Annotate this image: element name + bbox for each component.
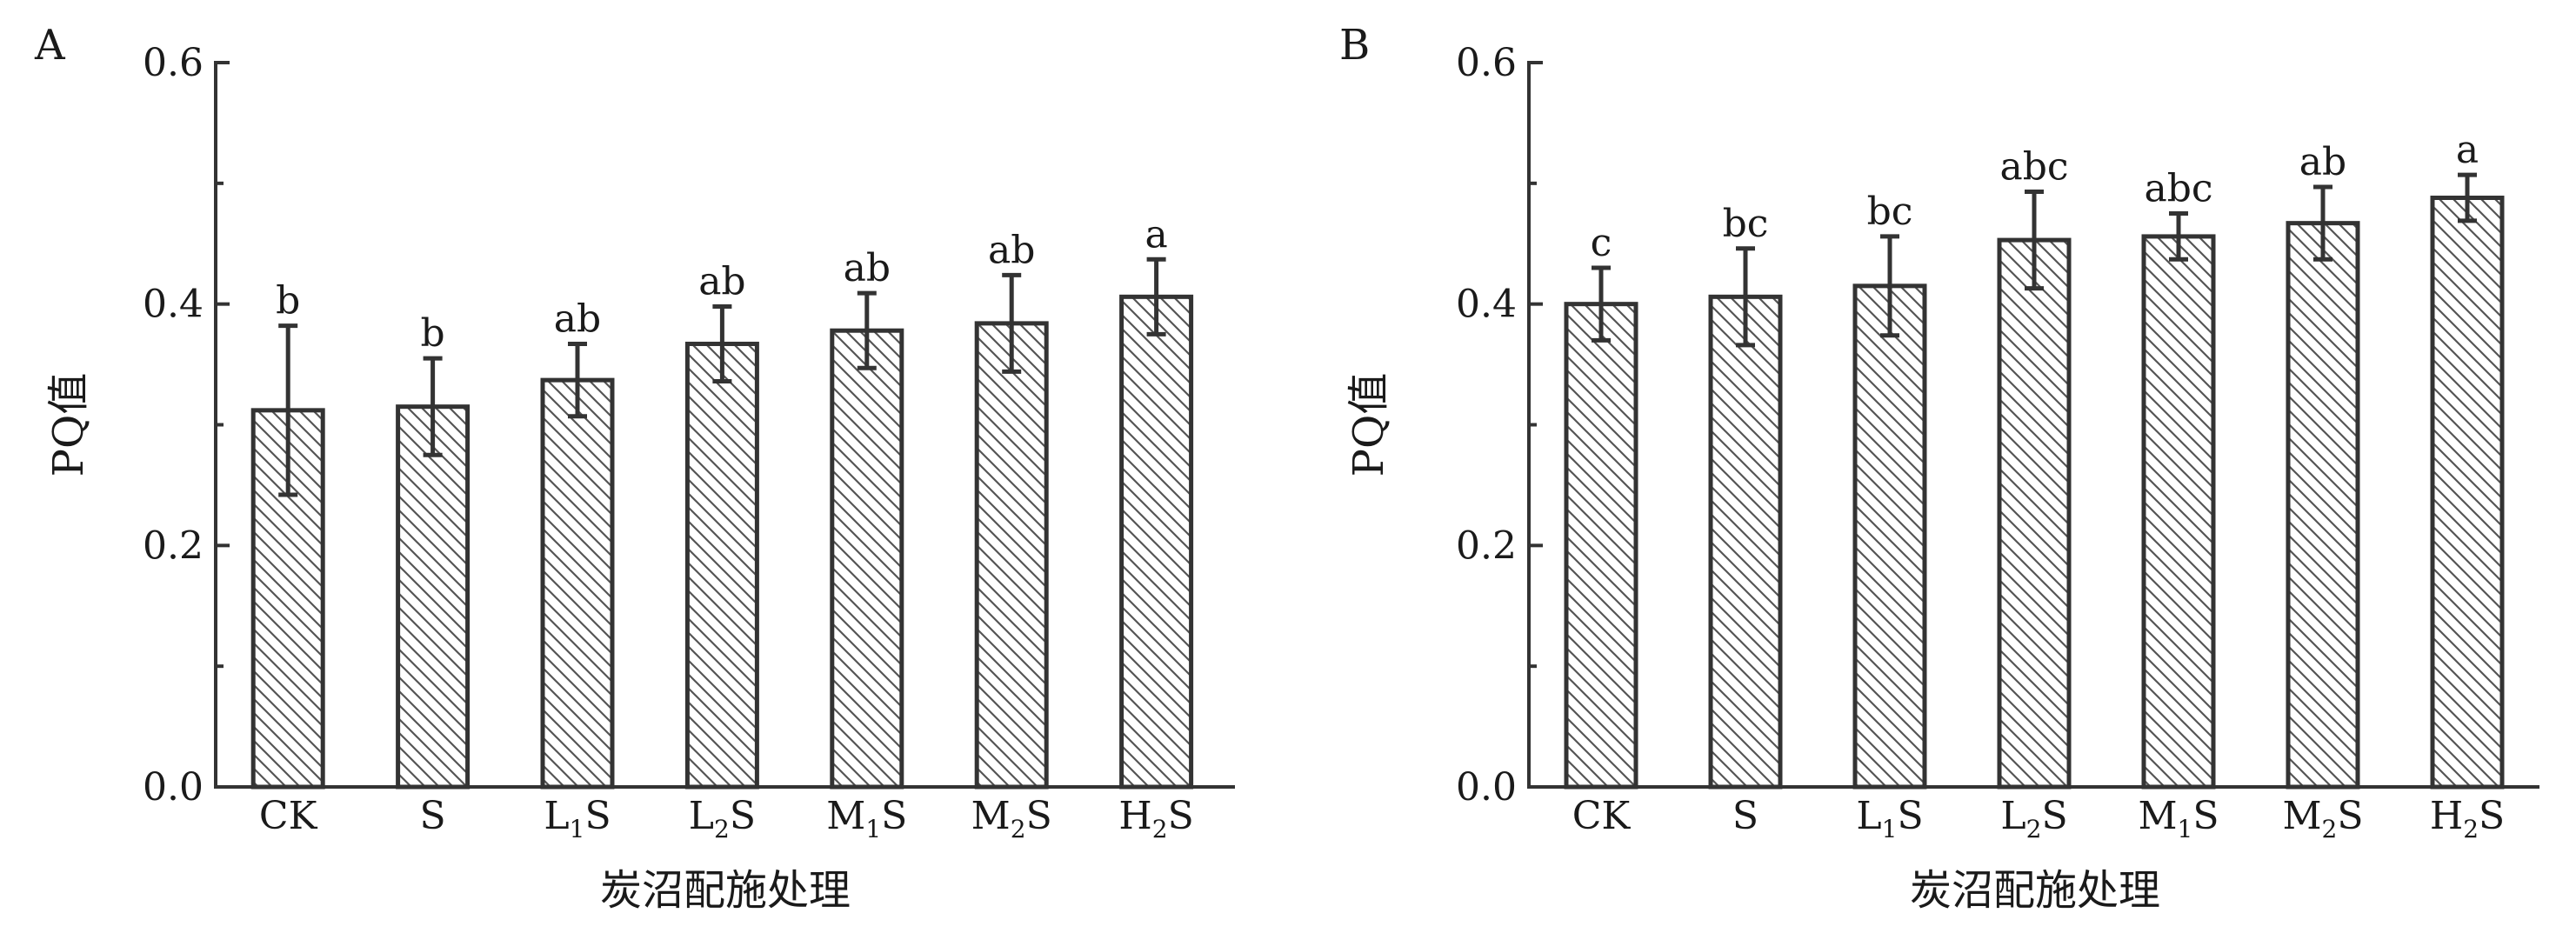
y-tick-label: 0.2	[143, 523, 204, 568]
y-tick-label: 0.4	[143, 283, 204, 327]
y-tick-label: 0.6	[143, 41, 204, 85]
chart-panel-a: A 0.0 0.2 0.4 0.6 b CK b Sab L1S ab L2S ab M1S ab M2S a H…	[34, 21, 1235, 915]
significance-label: bc	[1867, 190, 1913, 234]
y-tick-label: 0.0	[1456, 765, 1517, 810]
x-axis-title: 炭沼配施处理	[1910, 866, 2160, 915]
y-axis-title: PQ值	[44, 373, 93, 477]
x-tick-label: CK	[259, 794, 318, 838]
x-tick-label: L1S	[1856, 794, 1923, 843]
bar	[1564, 302, 1638, 790]
x-tick-label: CK	[1572, 794, 1632, 838]
bar	[540, 377, 615, 790]
bar	[830, 328, 904, 790]
bar	[1119, 294, 1194, 790]
panel-label-a: A	[34, 21, 66, 70]
significance-label: ab	[698, 259, 745, 303]
x-tick-label: M1S	[2138, 794, 2219, 843]
x-tick-label: M1S	[826, 794, 907, 843]
significance-label: ab	[844, 246, 891, 290]
bar	[1997, 237, 2072, 790]
x-tick-label: S	[1732, 794, 1758, 838]
significance-label: b	[276, 279, 300, 323]
bar	[396, 404, 470, 790]
y-tick-label: 0.2	[1456, 523, 1517, 568]
chart-panel-b: B 0.0 0.2 0.4 0.6 c CK bc Sbc L1S abc L2S abc M1S ab M2…	[1339, 21, 2539, 915]
y-tick-label: 0.6	[1456, 41, 1517, 85]
bar	[2286, 221, 2360, 790]
x-tick-label: L2S	[689, 794, 756, 843]
panel-label-b: B	[1339, 21, 1370, 70]
significance-label: a	[2456, 128, 2479, 172]
significance-label: ab	[2299, 140, 2346, 184]
x-tick-label: S	[420, 794, 446, 838]
x-tick-label: H2S	[2430, 794, 2505, 843]
significance-label: ab	[988, 228, 1035, 272]
x-tick-label: L2S	[2000, 794, 2067, 843]
bar	[2430, 195, 2505, 790]
y-tick-label: 0.4	[1456, 283, 1517, 327]
significance-label: abc	[2144, 167, 2212, 211]
significance-label: b	[421, 311, 445, 356]
bar	[1708, 294, 1783, 790]
bar	[684, 341, 759, 790]
x-tick-label: M2S	[2282, 794, 2363, 843]
y-axis-title: PQ值	[1345, 373, 1393, 477]
bar	[974, 321, 1049, 790]
bar	[2141, 234, 2216, 790]
significance-label: abc	[1999, 145, 2068, 190]
significance-label: a	[1145, 212, 1167, 257]
y-tick-label: 0.0	[143, 765, 204, 810]
significance-label: c	[1591, 221, 1612, 265]
significance-label: bc	[1723, 202, 1769, 246]
x-tick-label: M2S	[971, 794, 1052, 843]
significance-label: ab	[554, 297, 601, 341]
x-tick-label: L1S	[544, 794, 611, 843]
x-axis-title: 炭沼配施处理	[600, 866, 851, 915]
x-tick-label: H2S	[1118, 794, 1193, 843]
bar	[1852, 283, 1927, 790]
